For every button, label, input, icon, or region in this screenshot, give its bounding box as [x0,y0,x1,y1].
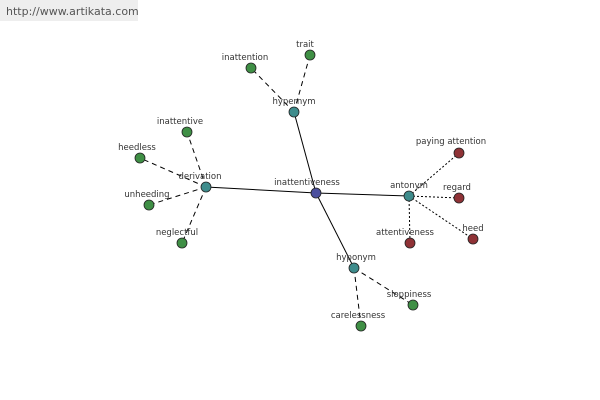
node-label: unheeding [124,190,169,200]
node-label: antonym [390,181,428,191]
node[interactable] [453,147,465,159]
edge [250,67,295,113]
node-label: attentiveness [376,228,434,238]
node-label: hypernym [272,97,315,107]
node-label: carelessness [331,311,386,321]
edge [408,195,460,199]
edge [139,157,207,188]
node[interactable] [288,106,300,118]
url-box [0,0,138,21]
node-label: hyponym [336,253,376,263]
node[interactable] [134,152,146,164]
node-label: neglectful [156,228,198,238]
edge [293,54,311,113]
edge [293,111,317,194]
edge [408,152,460,197]
node-label: inattentive [157,117,203,127]
edge [205,186,317,194]
edge [148,186,207,206]
edges [139,54,474,327]
node[interactable] [407,299,419,311]
node-label: heedless [118,143,156,153]
node-label: sloppiness [387,290,432,300]
node-label: inattention [222,53,269,63]
node[interactable] [143,199,155,211]
node[interactable] [181,126,193,138]
node[interactable] [453,192,465,204]
node[interactable] [404,237,416,249]
node-label: heed [462,224,483,234]
node[interactable] [403,190,415,202]
edge [353,267,414,306]
edge [408,195,474,240]
node-label: trait [296,40,314,50]
node[interactable] [355,320,367,332]
node[interactable] [176,237,188,249]
node[interactable] [245,62,257,74]
edge [315,192,355,269]
node[interactable] [467,233,479,245]
node[interactable] [310,187,322,199]
node[interactable] [200,181,212,193]
site-url[interactable]: http://www.artikata.com [6,5,139,18]
node-label: derivation [178,172,221,182]
node-label: paying attention [416,137,486,147]
edge [181,186,207,244]
edge [186,131,207,188]
node[interactable] [348,262,360,274]
node[interactable] [304,49,316,61]
edge [353,267,362,327]
edge [315,192,410,197]
node-label: regard [443,183,471,193]
node-label: inattentiveness [274,178,340,188]
nodes: inattentiveness hypernym inattention trait d… [118,40,486,332]
